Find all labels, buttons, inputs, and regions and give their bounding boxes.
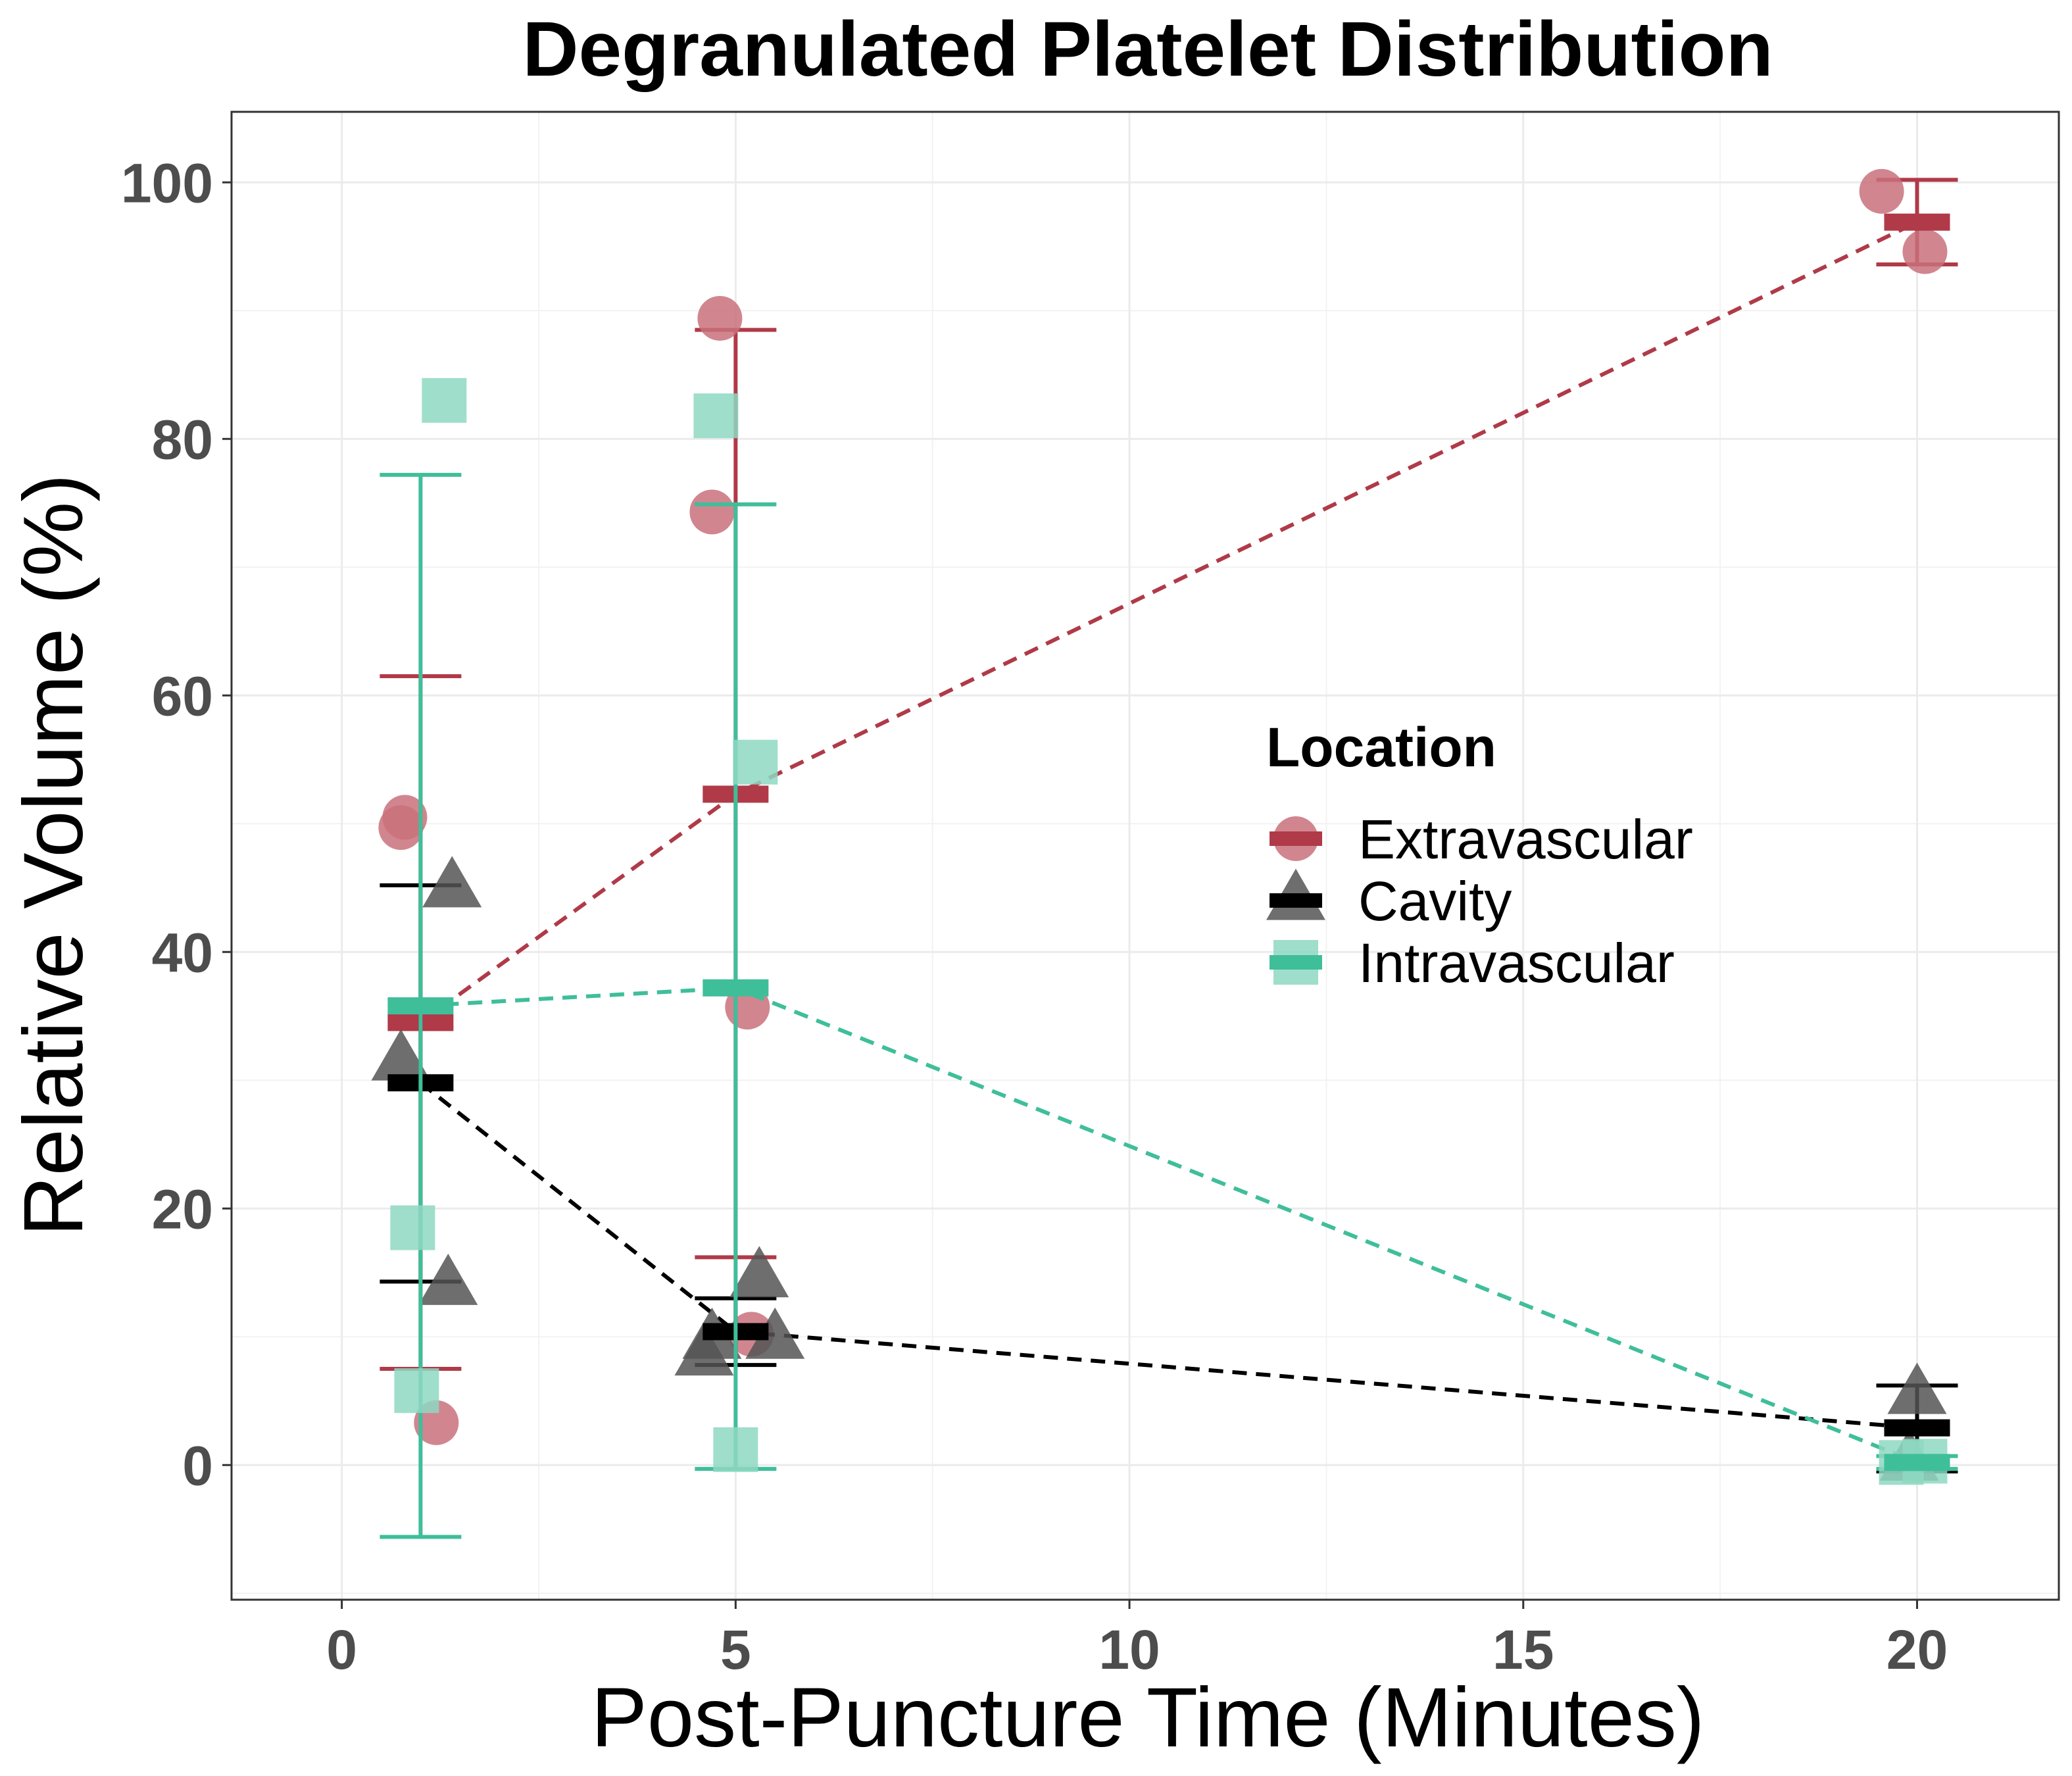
cavity-point	[745, 1307, 805, 1359]
extravascular-point	[689, 489, 735, 535]
legend-key-bar-extravascular	[1270, 831, 1322, 846]
x-tick-label: 15	[1492, 1619, 1554, 1681]
extravascular-mean-line	[419, 220, 1918, 1024]
panel-border	[230, 111, 2060, 1601]
extravascular-point	[697, 295, 743, 341]
y-tick-label: 0	[182, 1435, 213, 1496]
intravascular-point	[693, 393, 739, 439]
grid	[232, 112, 2059, 1600]
legend-key-bar-cavity	[1270, 893, 1322, 908]
y-axis-title: Relative Volume (%)	[7, 474, 101, 1237]
legend-item-intravascular: Intravascular	[1270, 932, 1675, 994]
x-axis: 0 5 10 15 20	[326, 1600, 1948, 1681]
extravascular-point	[378, 805, 424, 851]
x-axis-title: Post-Puncture Time (Minutes)	[591, 1671, 1705, 1765]
cavity-point	[422, 856, 482, 908]
legend: Location ExtravascularCavityIntravascula…	[1266, 716, 1693, 994]
cavity-mean-line	[419, 1081, 1917, 1430]
intravascular-point	[733, 739, 778, 785]
plot-area	[371, 168, 1958, 1539]
extravascular-point	[1859, 168, 1904, 214]
legend-key-bar-intravascular	[1270, 955, 1322, 970]
cavity-point	[1887, 1362, 1947, 1414]
extravascular-mean-marker	[1884, 213, 1950, 231]
cavity-point	[729, 1246, 789, 1298]
cavity-point	[418, 1253, 478, 1305]
legend-item-cavity: Cavity	[1266, 868, 1512, 932]
cavity-point	[674, 1324, 734, 1376]
y-tick-label: 40	[152, 922, 213, 983]
intravascular-point	[713, 1427, 758, 1472]
intravascular-mean-marker	[1884, 1454, 1950, 1471]
intravascular-mean-line	[420, 985, 1918, 1465]
legend-label-intravascular: Intravascular	[1358, 932, 1675, 994]
y-tick-label: 80	[152, 408, 213, 470]
x-tick-label: 0	[326, 1619, 357, 1681]
intravascular-mean-marker	[703, 979, 769, 997]
y-axis: 0 20 40 60 80 100	[121, 152, 232, 1496]
x-tick-label: 5	[720, 1619, 751, 1681]
legend-item-extravascular: Extravascular	[1270, 808, 1693, 870]
intravascular-point	[394, 1368, 439, 1414]
chart-title: Degranulated Platelet Distribution	[522, 6, 1773, 93]
cavity-point	[371, 1029, 431, 1081]
extravascular-point	[1902, 229, 1948, 274]
series-extravascular	[378, 168, 1958, 1445]
x-tick-label: 10	[1098, 1619, 1160, 1681]
y-tick-label: 100	[121, 152, 213, 214]
y-tick-label: 60	[152, 665, 213, 727]
cavity-mean-marker	[1884, 1419, 1950, 1437]
intravascular-mean-marker	[387, 997, 454, 1015]
x-tick-label: 20	[1887, 1619, 1948, 1681]
y-tick-label: 20	[152, 1178, 213, 1240]
intravascular-point	[390, 1205, 435, 1250]
legend-title: Location	[1266, 716, 1496, 778]
legend-label-extravascular: Extravascular	[1358, 808, 1693, 870]
legend-label-cavity: Cavity	[1358, 870, 1512, 932]
intravascular-point	[422, 378, 467, 423]
series-intravascular	[380, 378, 1958, 1539]
